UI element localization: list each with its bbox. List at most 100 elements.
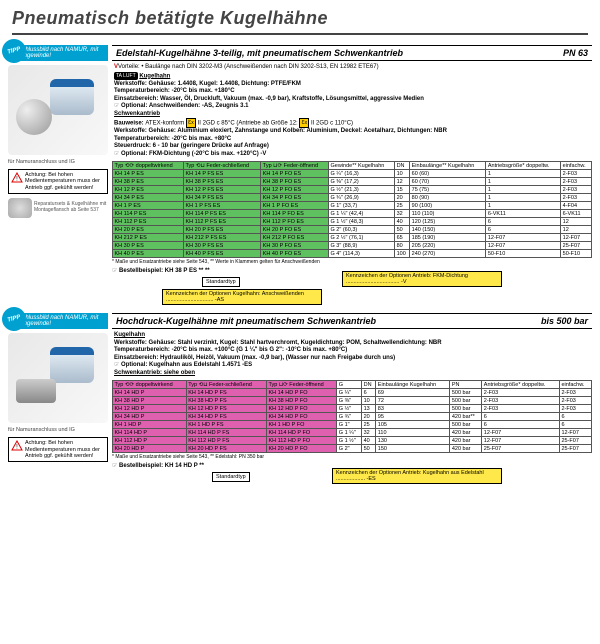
- cell: G 2 ½" (76,1): [329, 234, 395, 242]
- cell: 110 (110): [410, 210, 486, 218]
- cell: KH 14 P FO ES: [261, 170, 329, 178]
- cell: 6: [486, 218, 561, 226]
- cell: 20: [395, 194, 410, 202]
- callouts-2: Standardtyp Kennzeichen der Optionen Ant…: [112, 472, 592, 500]
- th-1-5: DN: [395, 162, 410, 170]
- cell: KH 114 HD P FO: [266, 429, 336, 437]
- section1-header: Edelstahl-Kugelhähne 3-teilig, mit pneum…: [112, 45, 592, 61]
- cell: KH 112 P ES: [113, 218, 184, 226]
- table-row: KH 12 P ESKH 12 P FS ESKH 12 P FO ESG ½"…: [113, 186, 592, 194]
- cell: KH 20 P ES: [113, 226, 184, 234]
- cell: G ⅜": [337, 397, 362, 405]
- cell: KH 34 HD P FO: [266, 413, 336, 421]
- werkstoffe2: Werkstoffe: Gehäuse: Aluminium eloxiert,…: [114, 128, 447, 134]
- cell: 420 bar: [450, 429, 482, 437]
- th-1-4: Gewinde** Kugelhahn: [329, 162, 395, 170]
- cell: KH 1 P FS ES: [184, 202, 261, 210]
- tipp-badge-2: TIPP: [0, 305, 29, 334]
- cell: 6-VK11: [561, 210, 592, 218]
- th-1-3: Typ ⊔⟳ Feder-öffnend: [261, 162, 329, 170]
- cell: 69: [376, 389, 450, 397]
- cell: 80: [395, 242, 410, 250]
- product-image-2: [8, 333, 108, 423]
- table-row: KH 114 P ESKH 114 P FS ESKH 114 P FO ESG…: [113, 210, 592, 218]
- table-row: KH 20 HD PKH 20 HD P FSKH 20 HD P FOG 2"…: [113, 445, 592, 453]
- callout-1c: Kennzeichen der Optionen Antrieb: FKM-Di…: [342, 271, 502, 287]
- cell: KH 1 P ES: [113, 202, 184, 210]
- cell: 12-F07: [482, 429, 560, 437]
- cell: KH 20 P FO ES: [261, 226, 329, 234]
- cell: 205 (220): [410, 242, 486, 250]
- left-col-1: TIPP Anschlussbild nach NAMUR, mit Innen…: [8, 45, 108, 305]
- optional2: Optional: FKM-Dichtung (-20°C bis max. +…: [121, 151, 266, 157]
- cell: KH 40 P FO ES: [261, 250, 329, 258]
- cell: 25-F07: [482, 445, 560, 453]
- img-caption-2: für Namuranschluss und IG: [8, 427, 108, 433]
- table-row: KH 38 HD PKH 38 HD P FSKH 38 HD P FOG ⅜"…: [113, 397, 592, 405]
- cell: KH 114 P FO ES: [261, 210, 329, 218]
- cell: KH 30 P FS ES: [184, 242, 261, 250]
- cell: 185 (190): [410, 234, 486, 242]
- cell: 12: [561, 218, 592, 226]
- cell: 6: [362, 389, 376, 397]
- cell: 2-F03: [482, 397, 560, 405]
- cell: KH 112 P FO ES: [261, 218, 329, 226]
- temp1: Temperaturbereich: -20°C bis max. +180°C: [114, 88, 235, 94]
- cell: 4-F04: [561, 202, 592, 210]
- cell: 32: [395, 210, 410, 218]
- cell: 6: [486, 226, 561, 234]
- cell: 32: [362, 429, 376, 437]
- cell: G 1": [337, 421, 362, 429]
- th-2-1: Typ ⟲⟳ doppeltwirkend: [113, 381, 187, 389]
- cell: KH 34 P FO ES: [261, 194, 329, 202]
- vorteile: Vorteile: • Baulänge nach DIN 3202-M3 (A…: [118, 64, 379, 70]
- table-row: KH 112 P ESKH 112 P FS ESKH 112 P FO ESG…: [113, 218, 592, 226]
- werkstoffe1: Werkstoffe: Gehäuse: 1.4408, Kugel: 1.44…: [114, 81, 301, 87]
- th-2-9: einfachw.: [559, 381, 591, 389]
- taluft-badge: TA LUFT: [114, 72, 138, 80]
- cell: 6: [482, 413, 560, 421]
- th-2-3: Typ ⊔⟳ Feder-öffnend: [266, 381, 336, 389]
- optional1: Optional: Anschweißenden: -AS, Zeugnis 3…: [121, 103, 248, 109]
- cell: 75 (75): [410, 186, 486, 194]
- th-1-1: Typ ⟲⟳ doppeltwirkend: [113, 162, 184, 170]
- cell: 1: [486, 170, 561, 178]
- warning-text-1: Achtung: Bei hohen Medientemperaturen mu…: [25, 172, 100, 191]
- cell: KH 38 HD P: [113, 397, 187, 405]
- cell: KH 40 P FS ES: [184, 250, 261, 258]
- table-row: KH 14 HD PKH 14 HD P FSKH 14 HD P FOG ¼"…: [113, 389, 592, 397]
- product-image-1: [8, 65, 108, 155]
- cell: G 1 ½" (48,3): [329, 218, 395, 226]
- table-2: Typ ⟲⟳ doppeltwirkend Typ ⟲⊔ Feder-schli…: [112, 380, 592, 453]
- cell: KH 114 P ES: [113, 210, 184, 218]
- table-row: KH 114 HD PKH 114 HD P FSKH 114 HD P FOG…: [113, 429, 592, 437]
- cell: 2-F03: [561, 178, 592, 186]
- cell: G ¾": [337, 413, 362, 421]
- cell: KH 30 P FO ES: [261, 242, 329, 250]
- cell: KH 38 P ES: [113, 178, 184, 186]
- th-2-4: G: [337, 381, 362, 389]
- cell: 80 (90): [410, 194, 486, 202]
- cell: 100: [395, 250, 410, 258]
- cell: 6: [559, 413, 591, 421]
- cell: 12: [395, 178, 410, 186]
- cell: 500 bar: [450, 389, 482, 397]
- cell: G 1 ¼": [337, 429, 362, 437]
- cell: 1: [486, 186, 561, 194]
- right-col-1: Edelstahl-Kugelhähne 3-teilig, mit pneum…: [112, 45, 592, 305]
- cell: 140 (150): [410, 226, 486, 234]
- cell: 15: [395, 186, 410, 194]
- cell: G ¾" (26,9): [329, 194, 395, 202]
- cell: KH 14 P FS ES: [184, 170, 261, 178]
- cell: G ½" (21,3): [329, 186, 395, 194]
- cell: KH 38 P FO ES: [261, 178, 329, 186]
- cell: KH 112 HD P: [113, 437, 187, 445]
- cell: 13: [362, 405, 376, 413]
- cell: 90 (100): [410, 202, 486, 210]
- cell: 10: [362, 397, 376, 405]
- table-row: KH 1 HD PKH 1 HD P FSKH 1 HD P FOG 1"251…: [113, 421, 592, 429]
- actuator-shape-2: [50, 347, 94, 383]
- cell: 25: [395, 202, 410, 210]
- cell: 1: [486, 194, 561, 202]
- cell: 12-F07: [561, 234, 592, 242]
